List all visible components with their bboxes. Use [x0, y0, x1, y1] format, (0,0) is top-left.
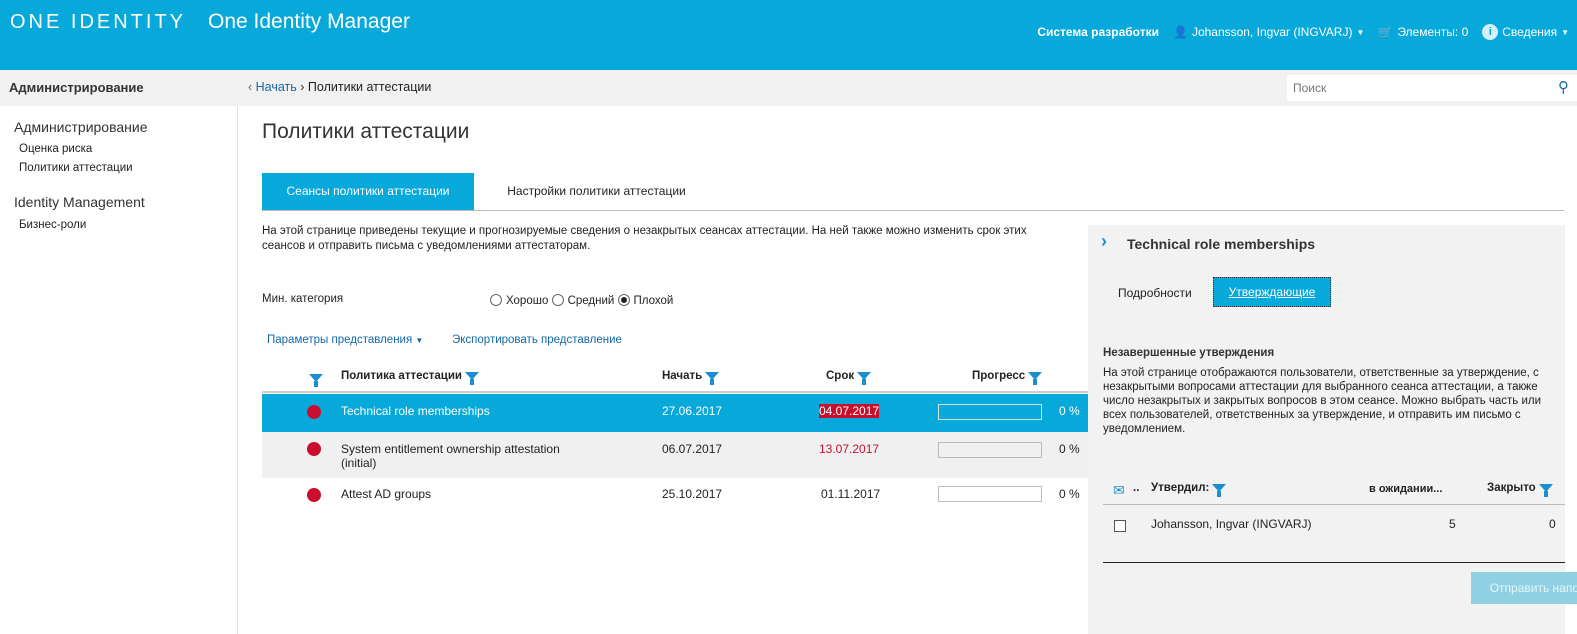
- table-row[interactable]: Technical role memberships 27.06.2017 04…: [262, 394, 1088, 432]
- info-menu[interactable]: i Сведения ▼: [1482, 24, 1569, 40]
- progress-bar: [938, 486, 1042, 502]
- filter-icon[interactable]: [464, 371, 479, 385]
- app-title: One Identity Manager: [208, 10, 410, 33]
- progress-value: 0 %: [1059, 442, 1080, 456]
- filter-icon[interactable]: [1212, 483, 1227, 497]
- due-date: 01.11.2017: [821, 487, 881, 501]
- cart-icon: 🛒: [1378, 25, 1394, 39]
- due-date: 13.07.2017: [819, 442, 880, 456]
- status-dot: [307, 405, 321, 419]
- chevron-down-icon: ▼: [1561, 27, 1569, 37]
- approvers-header: ✉ .. Утвердил: в ожидании... Закрыто: [1103, 475, 1565, 505]
- page-description: На этой странице приведены текущие и про…: [262, 225, 1027, 252]
- search-box[interactable]: ⚲: [1287, 75, 1577, 101]
- chevron-right-icon: ›: [300, 80, 308, 94]
- sidebar-group-title: Администрирование: [14, 119, 148, 135]
- chevron-right-icon[interactable]: ›: [1101, 231, 1107, 251]
- closed-count: 0: [1549, 517, 1556, 531]
- send-reminder-button[interactable]: Отправить напоминание: [1471, 572, 1577, 604]
- breadcrumb-home[interactable]: Начать: [255, 80, 297, 94]
- system-name[interactable]: Система разработки: [1037, 25, 1159, 39]
- col-closed[interactable]: Закрыто: [1487, 482, 1553, 497]
- sidebar-group-title: Identity Management: [14, 194, 145, 210]
- status-dot: [307, 442, 321, 456]
- logo: ONE IDENTITY: [10, 11, 187, 33]
- policy-name: System entitlement ownership attestation…: [341, 442, 560, 470]
- start-date: 27.06.2017: [662, 404, 723, 418]
- chevron-left-icon: ‹: [248, 80, 253, 94]
- sidebar-item-risk[interactable]: Оценка риска: [19, 143, 93, 155]
- progress-bar: [938, 442, 1042, 458]
- info-icon: i: [1482, 24, 1499, 40]
- status-dot: [307, 488, 321, 502]
- category-radio-group: Хорошо Средний Плохой: [490, 294, 673, 307]
- row-checkbox[interactable]: [1114, 520, 1126, 532]
- filter-icon[interactable]: [705, 371, 720, 385]
- radio-bad[interactable]: Плохой: [617, 294, 673, 307]
- table-header: Политика аттестации Начать Срок Прогресс: [262, 363, 1088, 393]
- progress-value: 0 %: [1059, 487, 1080, 501]
- sidebar: Администрирование Оценка риска Политики …: [0, 106, 238, 634]
- header-toolbar: Система разработки 👤 Johansson, Ingvar (I…: [1037, 24, 1569, 40]
- col-start[interactable]: Начать: [662, 370, 720, 385]
- col-approver[interactable]: Утвердил:: [1151, 482, 1227, 497]
- mail-icon[interactable]: ✉: [1113, 482, 1125, 498]
- detail-panel: › Technical role memberships Подробности…: [1088, 225, 1577, 634]
- chevron-down-icon: ▼: [1356, 27, 1365, 37]
- cart-button[interactable]: 🛒 Элементы: 0: [1378, 25, 1468, 39]
- sidebar-item-business-roles[interactable]: Бизнес-роли: [19, 219, 87, 231]
- section-title: Администрирование: [9, 80, 144, 95]
- search-icon[interactable]: ⚲: [1558, 79, 1569, 96]
- chevron-down-icon: ▼: [415, 336, 424, 345]
- tab-approvers[interactable]: Утверждающие: [1213, 277, 1331, 307]
- col-pending[interactable]: в ожидании...: [1369, 483, 1443, 495]
- panel-description: На этой странице отображаются пользовате…: [1103, 367, 1542, 435]
- user-menu[interactable]: 👤 Johansson, Ingvar (INGVARJ) ▼: [1173, 25, 1364, 39]
- tab-settings[interactable]: Настройки политики аттестации: [507, 184, 686, 198]
- cart-label: Элементы: 0: [1397, 25, 1469, 39]
- filter-icon[interactable]: [857, 371, 872, 385]
- filter-icon[interactable]: [1538, 483, 1553, 497]
- approver-name: Johansson, Ingvar (INGVARJ): [1151, 517, 1312, 531]
- nav-bar: Администрирование ‹ Начать › Политики ат…: [0, 70, 1577, 106]
- due-date: 04.07.2017: [819, 404, 880, 418]
- progress-bar: [938, 404, 1042, 420]
- tab-sessions[interactable]: Сеансы политики аттестации: [262, 173, 474, 210]
- export-view-link[interactable]: Экспортировать представление: [452, 334, 622, 346]
- col-more: ..: [1133, 482, 1140, 494]
- info-label: Сведения: [1502, 25, 1558, 39]
- progress-value: 0 %: [1059, 404, 1080, 418]
- start-date: 06.07.2017: [662, 442, 723, 456]
- app-header: ONE IDENTITY One Identity Manager Систем…: [0, 0, 1577, 70]
- breadcrumb-current: Политики аттестации: [307, 80, 432, 94]
- col-due[interactable]: Срок: [826, 370, 872, 385]
- view-parameters-menu[interactable]: Параметры представления ▼: [267, 334, 424, 346]
- filter-icon[interactable]: [1028, 371, 1043, 385]
- table-row[interactable]: Attest AD groups 25.10.2017 01.11.2017 0…: [262, 478, 1088, 512]
- section-title: Незавершенные утверждения: [1103, 347, 1275, 359]
- radio-good[interactable]: Хорошо: [490, 294, 548, 307]
- sidebar-item-attestation-policies[interactable]: Политики аттестации: [19, 162, 133, 174]
- col-policy[interactable]: Политика аттестации: [341, 370, 479, 385]
- user-icon: 👤: [1172, 25, 1188, 39]
- tabs-divider: [262, 210, 1564, 211]
- start-date: 25.10.2017: [662, 487, 723, 501]
- tab-details[interactable]: Подробности: [1118, 286, 1192, 300]
- policy-name: Attest AD groups: [341, 487, 432, 501]
- policy-name: Technical role memberships: [341, 404, 490, 418]
- table-row[interactable]: System entitlement ownership attestation…: [262, 432, 1088, 478]
- filter-icon[interactable]: [309, 373, 323, 387]
- breadcrumb: ‹ Начать › Политики аттестации: [248, 80, 431, 94]
- search-input[interactable]: [1287, 75, 1537, 101]
- col-progress[interactable]: Прогресс: [972, 370, 1043, 385]
- panel-title: Technical role memberships: [1127, 236, 1316, 252]
- pending-count: 5: [1449, 517, 1456, 531]
- page-title: Политики аттестации: [262, 120, 470, 143]
- approver-row[interactable]: Johansson, Ingvar (INGVARJ) 5 0: [1103, 505, 1565, 563]
- min-category-label: Мин. категория: [262, 293, 344, 305]
- user-name: Johansson, Ingvar (INGVARJ): [1191, 25, 1353, 39]
- radio-medium[interactable]: Средний: [551, 294, 614, 307]
